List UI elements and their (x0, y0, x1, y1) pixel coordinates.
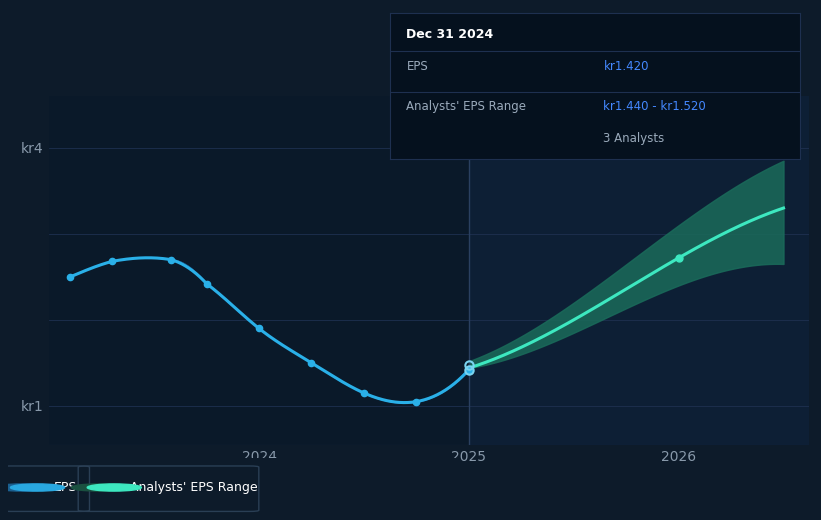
Text: Analysts' EPS Range: Analysts' EPS Range (406, 100, 526, 113)
Circle shape (11, 484, 65, 491)
Bar (49, 96, 469, 445)
Text: EPS: EPS (406, 60, 428, 73)
Text: kr1.440 - kr1.520: kr1.440 - kr1.520 (603, 100, 706, 113)
Circle shape (71, 484, 126, 491)
Text: kr1.420: kr1.420 (603, 60, 649, 73)
Text: Actual: Actual (425, 105, 465, 118)
Text: Dec 31 2024: Dec 31 2024 (406, 28, 493, 41)
Bar (469, 96, 809, 445)
Text: Analysts Forecasts: Analysts Forecasts (477, 105, 594, 118)
Text: EPS: EPS (53, 481, 76, 494)
Text: Analysts' EPS Range: Analysts' EPS Range (131, 481, 258, 494)
Text: 3 Analysts: 3 Analysts (603, 133, 665, 146)
Circle shape (87, 484, 141, 491)
Circle shape (0, 484, 49, 491)
